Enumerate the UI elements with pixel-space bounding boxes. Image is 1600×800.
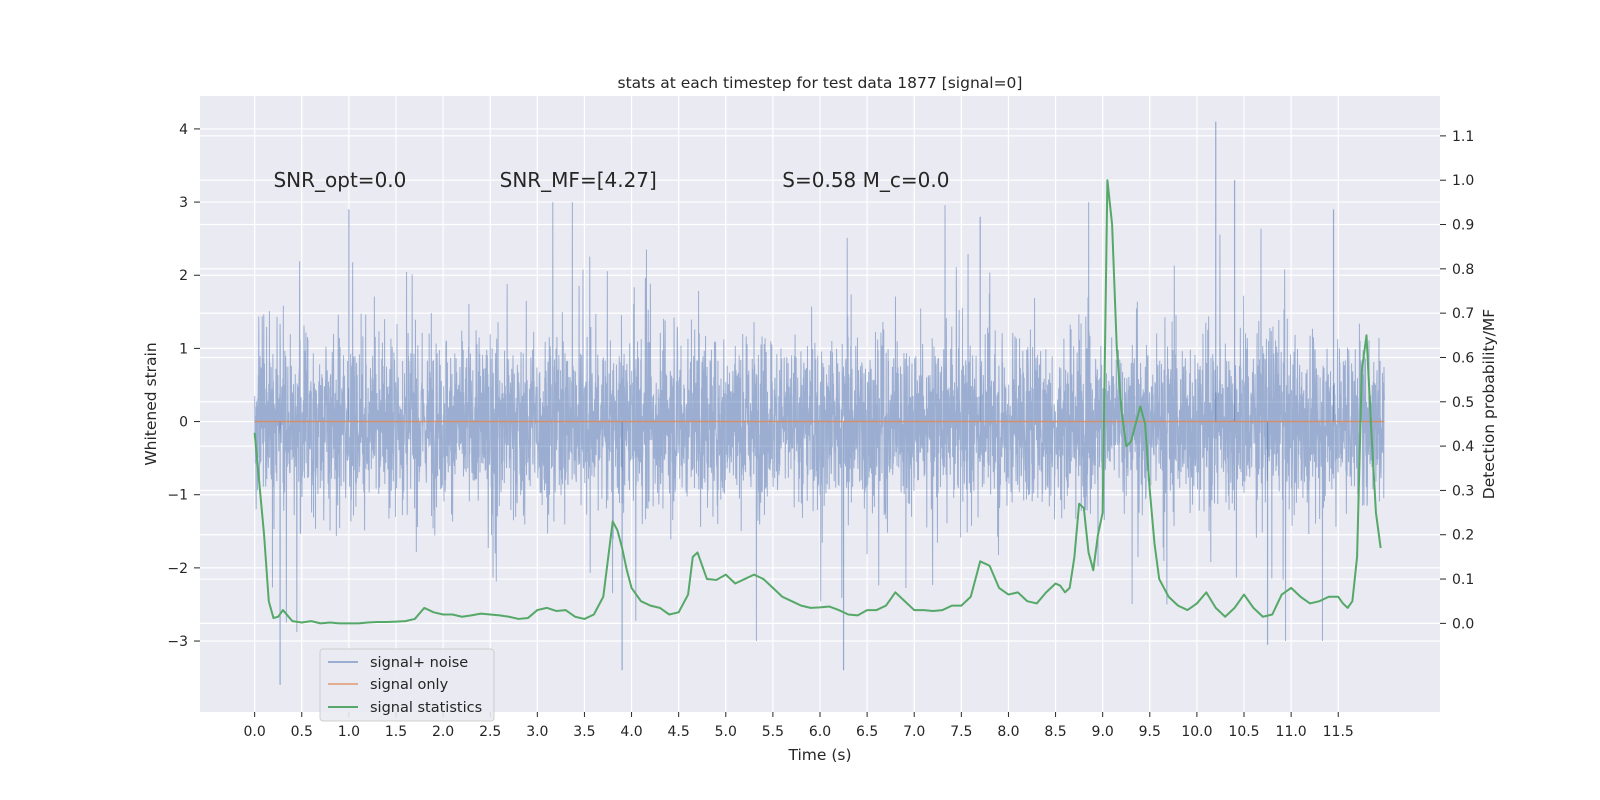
x-tick-label-11: 5.5 <box>762 724 784 740</box>
x-tick-label-0: 0.0 <box>244 724 266 740</box>
legend-label-noise: signal+ noise <box>370 655 468 671</box>
y-tick-label-2: −1 <box>167 488 188 504</box>
y2-tick-label-10: 1.0 <box>1452 173 1474 189</box>
y-tick-label-0: −3 <box>167 634 188 650</box>
x-tick-label-2: 1.0 <box>338 724 360 740</box>
x-tick-label-4: 2.0 <box>432 724 454 740</box>
y2-tick-label-4: 0.4 <box>1452 439 1474 455</box>
x-tick-label-7: 3.5 <box>573 724 595 740</box>
x-tick-label-23: 11.5 <box>1323 724 1354 740</box>
y-tick-label-1: −2 <box>167 561 188 577</box>
legend-box <box>319 648 495 722</box>
annotation-1: SNR_MF=[4.27] <box>500 168 657 192</box>
y2-tick-label-8: 0.8 <box>1452 262 1474 278</box>
y2-tick-label-6: 0.6 <box>1452 350 1474 366</box>
legend-label-statistics: signal statistics <box>370 700 482 716</box>
x-tick-label-8: 4.0 <box>620 724 642 740</box>
y2-tick-label-7: 0.7 <box>1452 306 1474 322</box>
y-tick-label-6: 3 <box>179 195 188 211</box>
y-tick-label-3: 0 <box>179 415 188 431</box>
x-tick-label-5: 2.5 <box>479 724 501 740</box>
y-tick-label-7: 4 <box>179 122 188 138</box>
y-axis-label: Whitened strain <box>142 342 160 465</box>
annotations: SNR_opt=0.0 SNR_MF=[4.27] S=0.58 M_c=0.0 <box>273 168 949 192</box>
ticks: 0.0 0.5 1.0 1.5 2.0 2.5 3.0 3.5 4.0 4.5 5.0 5.5 6.0 6… <box>167 122 1474 740</box>
x-tick-label-9: 4.5 <box>668 724 690 740</box>
x-tick-label-13: 6.5 <box>856 724 878 740</box>
x-tick-label-18: 9.0 <box>1092 724 1114 740</box>
legend: signal+ noise signal only signal statist… <box>319 648 495 722</box>
x-tick-label-22: 11.0 <box>1276 724 1307 740</box>
y-tick-label-4: 1 <box>179 341 188 357</box>
y2-tick-label-5: 0.5 <box>1452 395 1474 411</box>
y-tick-label-5: 2 <box>179 268 188 284</box>
legend-label-signal: signal only <box>370 677 449 693</box>
y2-axis-label: Detection probability/MF <box>1480 309 1498 500</box>
x-tick-label-14: 7.0 <box>903 724 925 740</box>
x-tick-label-10: 5.0 <box>715 724 737 740</box>
x-tick-label-12: 6.0 <box>809 724 831 740</box>
x-tick-label-21: 10.5 <box>1228 724 1259 740</box>
x-tick-label-6: 3.0 <box>526 724 548 740</box>
series-signal-noise <box>254 202 1385 642</box>
y2-tick-label-11: 1.1 <box>1452 129 1474 145</box>
x-tick-label-3: 1.5 <box>385 724 407 740</box>
x-tick-label-17: 8.5 <box>1044 724 1066 740</box>
y2-tick-label-3: 0.3 <box>1452 483 1474 499</box>
chart-title: stats at each timestep for test data 187… <box>618 74 1023 92</box>
x-tick-label-15: 7.5 <box>950 724 972 740</box>
x-tick-label-19: 9.5 <box>1139 724 1161 740</box>
y2-tick-label-2: 0.2 <box>1452 528 1474 544</box>
x-axis-label: Time (s) <box>787 746 851 764</box>
y2-tick-label-1: 0.1 <box>1452 572 1474 588</box>
annotation-0: SNR_opt=0.0 <box>273 168 406 192</box>
x-tick-label-1: 0.5 <box>291 724 313 740</box>
y2-tick-label-0: 0.0 <box>1452 616 1474 632</box>
x-tick-label-16: 8.0 <box>997 724 1019 740</box>
line-series <box>253 179 1385 625</box>
series-signal-statistics <box>253 179 1382 625</box>
x-tick-label-20: 10.0 <box>1181 724 1212 740</box>
annotation-2: S=0.58 M_c=0.0 <box>782 168 949 192</box>
y2-tick-label-9: 0.9 <box>1452 218 1474 234</box>
